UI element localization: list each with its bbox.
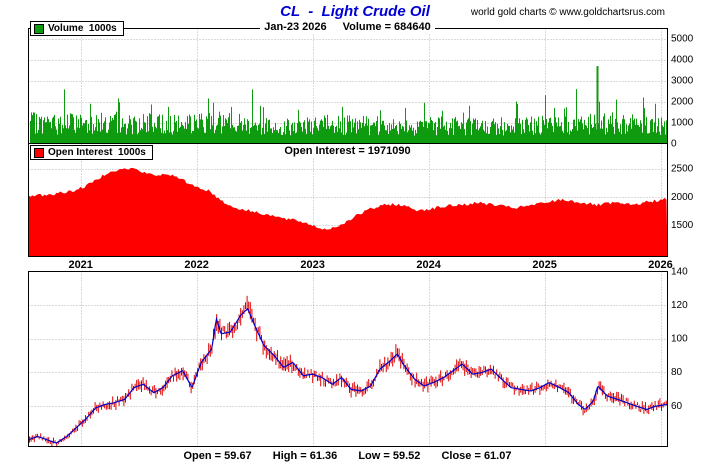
open-interest-swatch-icon: [34, 147, 44, 158]
volume-swatch-icon: [34, 23, 44, 34]
volume-info-line: Jan-23 2026 Volume = 684640: [28, 21, 667, 33]
latest-volume: Volume = 684640: [342, 21, 431, 33]
volume-legend-label: Volume 1000s: [48, 23, 117, 34]
watermark: world gold charts © www.goldchartsrus.co…: [470, 7, 665, 18]
open-interest-legend: Open Interest 1000s: [30, 145, 153, 160]
open-value: Open = 59.67: [183, 450, 252, 462]
high-value: High = 61.36: [272, 450, 338, 462]
low-value: Low = 59.52: [358, 450, 421, 462]
page-title: CL - Light Crude Oil: [280, 3, 430, 20]
close-value: Close = 61.07: [441, 450, 512, 462]
latest-open-interest: Open Interest = 1971090: [280, 145, 415, 157]
open-interest-info-line: Open Interest = 1971090: [28, 145, 667, 157]
ohlc-footer: Open = 59.67 High = 61.36 Low = 59.52 Cl…: [28, 450, 667, 462]
open-interest-legend-label: Open Interest 1000s: [48, 147, 146, 158]
latest-date: Jan-23 2026: [264, 21, 327, 33]
volume-legend: Volume 1000s: [30, 21, 124, 36]
